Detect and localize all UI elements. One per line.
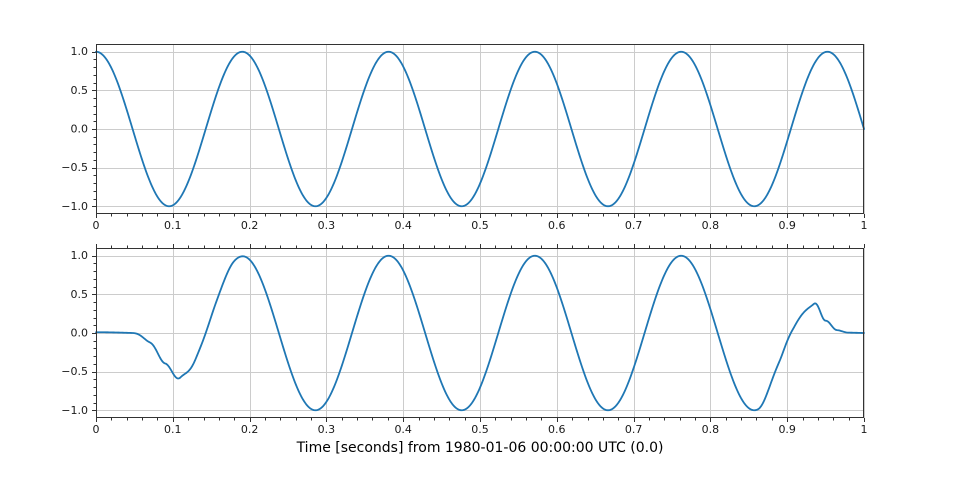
- y-tick-label: −1.0: [61, 404, 88, 417]
- axes-frame: [96, 248, 864, 418]
- y-tick-label: −0.5: [61, 161, 88, 174]
- x-tick-label: 0.2: [241, 219, 259, 232]
- x-tick-label: 0.2: [241, 423, 259, 436]
- y-tick-label: 0.5: [71, 84, 89, 97]
- x-tick-label: 0.3: [318, 423, 336, 436]
- x-tick-label: 0.4: [394, 219, 412, 232]
- plot-area-top: 0 0.1 0.2 0.3 0.4 0.5 0.6 0.7 0.8 0.9 1 1.0 0.5 0.0 −0…: [61, 44, 868, 232]
- x-tick-label: 0.8: [702, 423, 720, 436]
- x-tick-label: 0: [93, 219, 100, 232]
- axes-frame: [96, 44, 864, 214]
- x-tick-label: 0.1: [164, 219, 182, 232]
- x-tick-label: 0.7: [625, 423, 643, 436]
- y-tick-label: 0.0: [71, 327, 89, 340]
- x-tick-label: 0.3: [318, 219, 336, 232]
- x-axis-label: Time [seconds] from 1980-01-06 00:00:00 …: [296, 440, 664, 456]
- x-tick-label: 0.4: [394, 423, 412, 436]
- y-tick-label: −0.5: [61, 365, 88, 378]
- x-tick-label: 0.5: [471, 423, 489, 436]
- x-tick-label: 0.6: [548, 219, 566, 232]
- y-tick-label: −1.0: [61, 200, 88, 213]
- y-tick-label: 0.0: [71, 123, 89, 136]
- x-tick-label: 0.8: [702, 219, 720, 232]
- axes-top: 0 0.1 0.2 0.3 0.4 0.5 0.6 0.7 0.8 0.9 1 1.0 0.5 0.0 −0…: [61, 44, 868, 232]
- x-tick-label: 0.5: [471, 219, 489, 232]
- x-tick-label: 0.7: [625, 219, 643, 232]
- waveform-line-filtered-signal: [95, 254, 865, 412]
- x-tick-label: 1: [861, 219, 868, 232]
- axes-bottom: 0 0.1 0.2 0.3 0.4 0.5 0.6 0.7 0.8 0.9 1 1.0 0.5 0.0 −0…: [61, 244, 868, 436]
- waveform-line-original-signal: [95, 50, 865, 208]
- x-tick-label: 0.9: [778, 423, 796, 436]
- x-tick-label: 0: [93, 423, 100, 436]
- x-tick-label: 0.6: [548, 423, 566, 436]
- x-tick-label: 0.1: [164, 423, 182, 436]
- y-tick-label: 1.0: [71, 249, 89, 262]
- x-tick-label: 1: [861, 423, 868, 436]
- x-tick-label: 0.9: [778, 219, 796, 232]
- plot-area-bottom: 0 0.1 0.2 0.3 0.4 0.5 0.6 0.7 0.8 0.9 1 1.0 0.5 0.0 −0…: [61, 244, 868, 436]
- y-tick-label: 1.0: [71, 45, 89, 58]
- y-tick-label: 0.5: [71, 288, 89, 301]
